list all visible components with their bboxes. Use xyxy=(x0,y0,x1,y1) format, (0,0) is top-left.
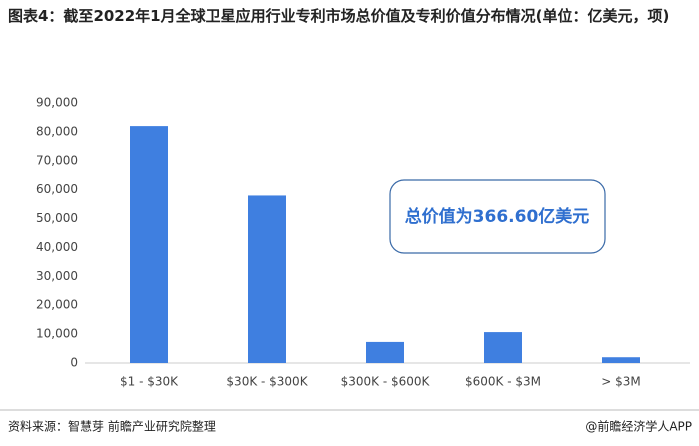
annotation: 总价值为366.60亿美元 xyxy=(405,206,590,227)
credit: @前瞻经济学人APP xyxy=(585,419,692,434)
x-tick-label: > $3M xyxy=(601,375,641,389)
x-tick-label: $300K - $600K xyxy=(341,375,431,389)
y-tick-label: 40,000 xyxy=(36,240,78,254)
bar xyxy=(602,357,640,363)
y-tick-label: 60,000 xyxy=(36,182,78,196)
source: 资料来源：智慧芽 前瞻产业研究院整理 xyxy=(8,419,216,434)
y-tick-label: 20,000 xyxy=(36,298,78,312)
y-tick-label: 30,000 xyxy=(36,269,78,283)
x-tick-label: $600K - $3M xyxy=(465,375,541,389)
x-tick-label: $30K - $300K xyxy=(226,375,308,389)
y-tick-label: 80,000 xyxy=(36,124,78,138)
bar xyxy=(366,341,404,363)
bar xyxy=(484,332,522,363)
y-tick-label: 90,000 xyxy=(36,96,78,110)
bar xyxy=(130,126,168,363)
x-tick-label: $1 - $30K xyxy=(120,375,179,389)
y-tick-label: 0 xyxy=(70,356,78,370)
y-tick-label: 70,000 xyxy=(36,153,78,167)
y-tick-label: 50,000 xyxy=(36,211,78,225)
y-tick-label: 10,000 xyxy=(36,327,78,341)
chart-title: 图表4：截至2022年1月全球卫星应用行业专利市场总价值及专利价值分布情况(单位… xyxy=(8,7,670,25)
bar xyxy=(248,195,286,363)
annotation-box xyxy=(389,179,606,254)
